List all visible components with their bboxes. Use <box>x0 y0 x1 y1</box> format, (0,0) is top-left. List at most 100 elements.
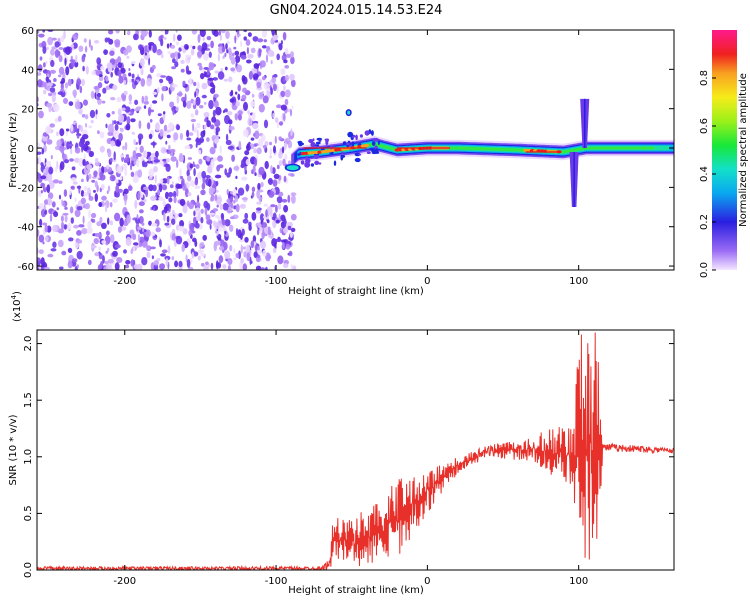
noise-speck <box>263 119 269 129</box>
noise-speck <box>109 220 113 226</box>
noise-speck <box>181 178 185 187</box>
noise-speck <box>45 60 48 65</box>
noise-speck <box>191 30 198 35</box>
noise-speck <box>163 36 167 41</box>
noise-speck <box>82 159 86 166</box>
noise-speck <box>179 175 184 180</box>
noise-speck <box>290 173 295 177</box>
noise-speck <box>251 186 256 192</box>
noise-speck <box>290 227 296 233</box>
noise-speck <box>188 202 195 210</box>
noise-speck <box>56 160 59 170</box>
noise-speck <box>221 212 225 222</box>
snr-x-tick-label: 0 <box>424 576 430 587</box>
noise-speck <box>155 227 161 233</box>
noise-speck <box>233 46 237 50</box>
noise-speck <box>217 155 223 162</box>
noise-speck <box>135 152 142 158</box>
noise-speck <box>58 194 62 200</box>
noise-speck <box>57 91 64 96</box>
noise-speck <box>210 262 214 270</box>
noise-speck <box>46 82 53 87</box>
noise-speck <box>270 165 273 174</box>
signal-speck <box>315 141 321 145</box>
signal-speck <box>345 142 351 145</box>
noise-speck <box>210 87 216 94</box>
noise-speck <box>88 125 93 129</box>
noise-speck <box>160 253 166 257</box>
noise-speck <box>106 62 113 70</box>
noise-speck <box>134 99 139 106</box>
noise-speck <box>128 101 132 105</box>
snr-y-axis-label: SNR (10 * v/v) <box>8 414 19 485</box>
snr-x-tick-label: 100 <box>569 576 588 587</box>
noise-speck <box>276 83 279 93</box>
noise-speck <box>228 119 233 125</box>
noise-speck <box>193 168 196 177</box>
noise-speck <box>254 130 260 140</box>
colorbar-tick-label: 0.8 <box>699 70 710 86</box>
noise-speck <box>95 157 99 163</box>
noise-speck <box>156 49 162 56</box>
noise-speck <box>81 228 88 235</box>
noise-speck <box>143 186 149 191</box>
noise-speck <box>260 267 266 270</box>
noise-speck <box>78 108 83 115</box>
noise-speck <box>62 212 69 216</box>
noise-speck <box>223 78 229 82</box>
noise-speck <box>240 40 243 47</box>
noise-speck <box>173 190 177 198</box>
noise-speck <box>192 237 197 243</box>
noise-speck <box>38 249 44 255</box>
noise-speck <box>242 246 246 250</box>
noise-speck <box>166 215 170 223</box>
signal-speck <box>340 154 344 161</box>
noise-speck <box>48 92 53 97</box>
noise-speck <box>224 219 231 227</box>
noise-speck <box>288 250 293 257</box>
noise-speck <box>197 194 200 203</box>
noise-speck <box>170 44 176 49</box>
noise-speck <box>102 87 107 94</box>
noise-speck <box>54 49 60 58</box>
noise-speck <box>140 67 144 76</box>
noise-speck <box>122 145 125 150</box>
noise-speck <box>106 165 110 169</box>
noise-speck <box>90 45 93 51</box>
snr-ticks: -200 -100 0 100 0.0 0.5 1.0 1.5 2.0 <box>23 330 674 587</box>
noise-speck <box>273 173 280 180</box>
spectrogram-marks <box>37 30 674 270</box>
noise-speck <box>88 209 91 219</box>
noise-speck <box>145 229 151 238</box>
noise-speck <box>284 98 289 106</box>
noise-speck <box>149 109 155 113</box>
svg-text:(x104): (x104) <box>10 291 23 322</box>
noise-speck <box>217 53 221 62</box>
noise-speck <box>58 74 62 78</box>
noise-speck <box>46 172 53 182</box>
noise-speck <box>207 178 212 187</box>
noise-speck <box>211 187 216 193</box>
noise-speck <box>151 64 156 70</box>
noise-speck <box>86 174 89 183</box>
noise-speck <box>174 51 179 55</box>
noise-speck <box>203 129 206 135</box>
noise-speck <box>187 192 192 197</box>
noise-speck <box>174 61 179 68</box>
noise-speck <box>128 72 132 77</box>
noise-speck <box>196 129 199 139</box>
noise-speck <box>240 163 245 169</box>
noise-speck <box>129 79 132 83</box>
noise-speck <box>141 240 148 248</box>
noise-speck <box>201 170 207 179</box>
noise-speck <box>69 158 74 162</box>
noise-speck <box>252 36 259 42</box>
noise-speck <box>258 48 262 57</box>
noise-speck <box>94 193 99 202</box>
noise-speck <box>282 31 287 41</box>
noise-speck <box>91 179 96 183</box>
noise-speck <box>73 224 79 229</box>
noise-speck <box>93 189 96 193</box>
noise-speck <box>101 222 107 229</box>
